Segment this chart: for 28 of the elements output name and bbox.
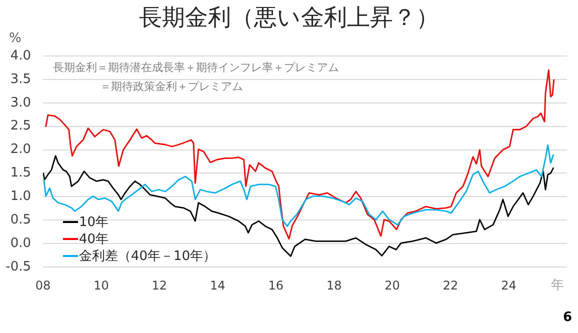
x-tick-label: 24 [501,278,516,292]
x-tick-label: 10 [94,278,109,292]
y-tick-label: -0.5 [6,259,31,274]
text: 6 [562,310,572,326]
y-tick-label: 4.0 [10,48,31,64]
y-axis-title: % [9,31,22,46]
y-tick-label: 3.5 [10,72,31,87]
chart-title: 長期金利（悪い金利上昇？） [138,5,440,32]
y-tick-label: 2.0 [10,142,31,158]
x-tick-label: 14 [210,278,226,292]
y-tick-label: 0.5 [10,212,31,228]
legend-label: 10年 [79,214,109,230]
x-tick-label: 12 [152,278,168,292]
annotation: ＝期待政策金利＋プレミアム [100,80,243,94]
annotation: 長期金利＝期待潜在成長率＋期待インフレ率＋プレミアム [53,61,339,74]
legend-label: 40年 [79,230,109,248]
x-axis-title: 年 [551,278,564,294]
x-tick-label: 16 [268,278,284,292]
y-tick-label: 2.5 [10,118,31,134]
y-tick-label: 1.0 [10,189,31,204]
y-tick-label: 1.5 [10,166,31,181]
y-tick-label: 0.0 [10,236,31,251]
x-tick-label: 22 [442,278,458,292]
x-tick-label: 20 [384,278,400,292]
x-tick-label: 18 [326,278,342,292]
x-tick-label: 08 [35,278,51,292]
y-tick-label: 3.0 [10,95,31,110]
legend-label: 金利差（40年－10年） [79,248,216,264]
